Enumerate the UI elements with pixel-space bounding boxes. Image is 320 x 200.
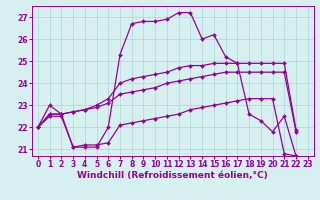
X-axis label: Windchill (Refroidissement éolien,°C): Windchill (Refroidissement éolien,°C)	[77, 171, 268, 180]
